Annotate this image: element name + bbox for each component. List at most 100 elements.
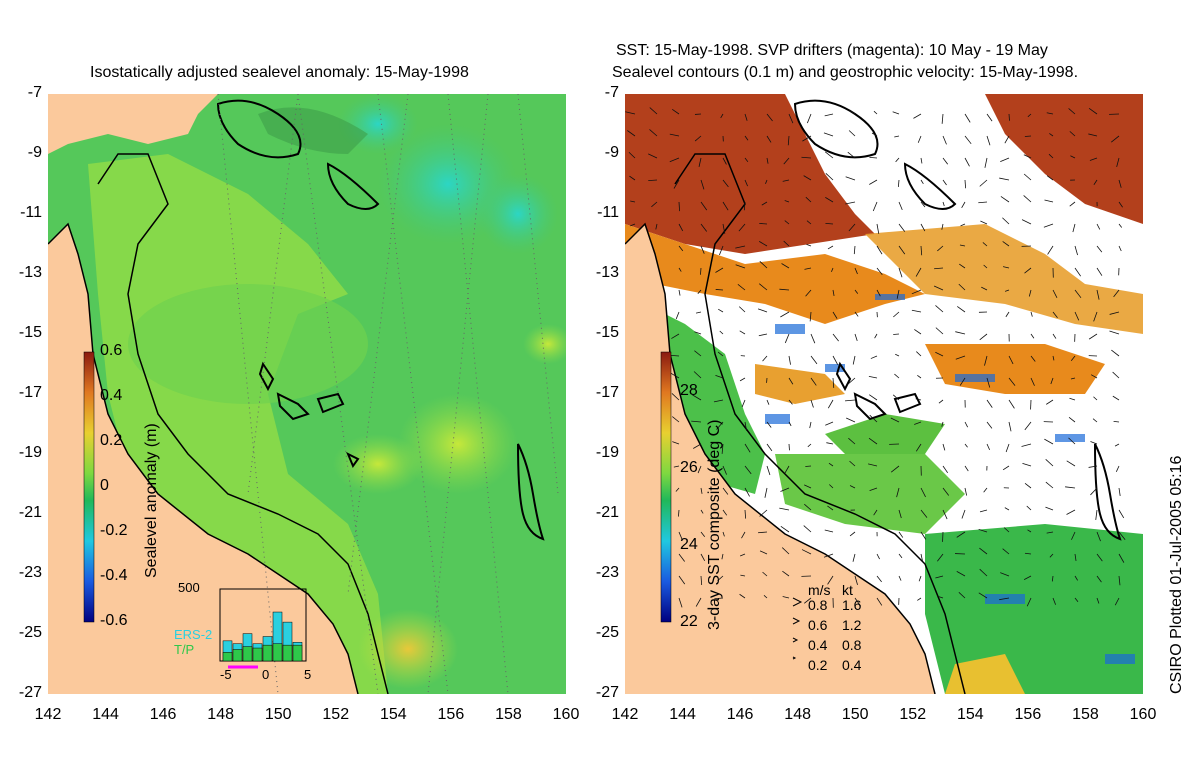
velocity-arrow — [898, 201, 903, 211]
velocity-arrow — [1074, 553, 1077, 562]
velocity-arrow — [673, 465, 680, 468]
velocity-arrow — [869, 487, 878, 492]
velocity-arrow — [675, 487, 680, 492]
velocity-arrow — [984, 157, 988, 168]
velocity-arrow — [764, 487, 768, 498]
velocity-arrow — [824, 529, 834, 533]
velocity-arrow — [964, 157, 970, 167]
right-x-tick: 146 — [726, 706, 754, 723]
velocity-arrow — [739, 593, 746, 599]
velocity-arrow — [872, 201, 878, 212]
velocity-arrow — [628, 151, 636, 159]
inset-x-tick: 5 — [304, 667, 312, 682]
velocity-arrow — [935, 351, 944, 357]
velocity-arrow — [693, 371, 702, 379]
velocity-arrow — [649, 107, 658, 115]
velocity-arrow — [1044, 199, 1054, 203]
velocity-arrow — [1051, 575, 1054, 582]
velocity-arrow — [1000, 572, 1010, 577]
velocity-arrow — [828, 462, 834, 467]
velocity-arrow — [1008, 399, 1015, 409]
velocity-arrow — [849, 460, 856, 467]
left-colorbar-tick: -0.4 — [100, 567, 128, 584]
velocity-arrow — [1066, 460, 1076, 467]
velocity-arrow — [876, 597, 883, 606]
velocity-arrow — [1005, 443, 1010, 453]
velocity-arrow — [854, 575, 858, 585]
velocity-arrow — [981, 286, 988, 291]
velocity-arrow — [1074, 597, 1079, 602]
velocity-arrow — [809, 311, 812, 322]
velocity-arrow — [898, 509, 902, 519]
velocity-arrow — [1008, 377, 1016, 386]
velocity-arrow — [1026, 505, 1032, 511]
velocity-arrow — [700, 531, 706, 537]
velocity-arrow — [1027, 113, 1032, 118]
velocity-arrow — [890, 465, 900, 473]
velocity-legend-ms: 0.6 — [808, 617, 828, 633]
velocity-arrow — [1024, 267, 1032, 274]
velocity-arrow — [825, 173, 834, 181]
velocity-arrow — [1052, 355, 1055, 361]
velocity-arrow — [805, 289, 812, 297]
velocity-arrow — [1043, 223, 1054, 228]
right-y-tick: -27 — [595, 684, 619, 701]
right-y-tick: -21 — [595, 504, 619, 521]
velocity-arrow — [868, 437, 878, 445]
right-x-tick: 148 — [784, 706, 811, 723]
velocity-legend-header-ms: m/s — [808, 582, 831, 598]
velocity-arrow — [832, 355, 839, 365]
left-y-tick: -15 — [18, 324, 42, 341]
velocity-arrow — [1045, 481, 1054, 489]
right-y-tick: -9 — [604, 144, 619, 161]
velocity-arrow — [917, 597, 922, 601]
velocity-arrow — [1118, 201, 1123, 208]
velocity-arrow — [700, 575, 703, 586]
velocity-arrow — [759, 509, 768, 517]
velocity-arrow — [959, 263, 966, 269]
velocity-arrow — [935, 575, 944, 579]
velocity-arrow — [1049, 133, 1054, 137]
velocity-arrow — [1074, 575, 1079, 581]
velocity-arrow — [895, 157, 900, 163]
velocity-arrow — [983, 487, 988, 493]
velocity-arrow — [892, 394, 900, 401]
velocity-arrow — [1114, 597, 1120, 606]
velocity-arrow — [898, 553, 903, 559]
velocity-arrow — [722, 531, 725, 537]
left-sla-map — [48, 94, 566, 694]
velocity-arrow — [722, 157, 727, 165]
velocity-arrow — [918, 575, 922, 582]
velocity-arrow — [1023, 575, 1032, 580]
velocity-arrow — [896, 487, 900, 498]
velocity-arrow — [805, 196, 812, 203]
velocity-arrow — [876, 575, 882, 583]
velocity-arrow — [669, 157, 680, 163]
velocity-arrow — [738, 223, 746, 232]
tp-bar — [262, 644, 273, 662]
right-y-tick: -19 — [595, 444, 619, 461]
velocity-arrow — [890, 417, 900, 423]
velocity-arrow — [942, 135, 947, 145]
velocity-arrow — [722, 465, 727, 475]
velocity-arrow — [1065, 486, 1076, 489]
velocity-arrow — [810, 333, 816, 344]
velocity-arrow — [1045, 506, 1054, 511]
left-y-tick: -7 — [27, 84, 42, 101]
velocity-arrow — [986, 399, 993, 408]
tp-bar — [292, 644, 303, 662]
velocity-arrow — [758, 241, 768, 247]
velocity-arrow — [758, 283, 768, 291]
velocity-arrow — [717, 351, 724, 357]
velocity-arrow — [978, 529, 988, 533]
velocity-arrow — [766, 465, 771, 476]
velocity-arrow — [1030, 311, 1033, 317]
velocity-arrow — [847, 151, 856, 159]
tp-bar — [242, 646, 253, 662]
velocity-arrow — [1112, 371, 1120, 379]
velocity-arrow — [869, 156, 878, 159]
velocity-arrow — [722, 179, 729, 188]
velocity-arrow — [715, 267, 724, 273]
velocity-arrow — [942, 201, 945, 207]
velocity-arrow — [825, 421, 834, 426]
